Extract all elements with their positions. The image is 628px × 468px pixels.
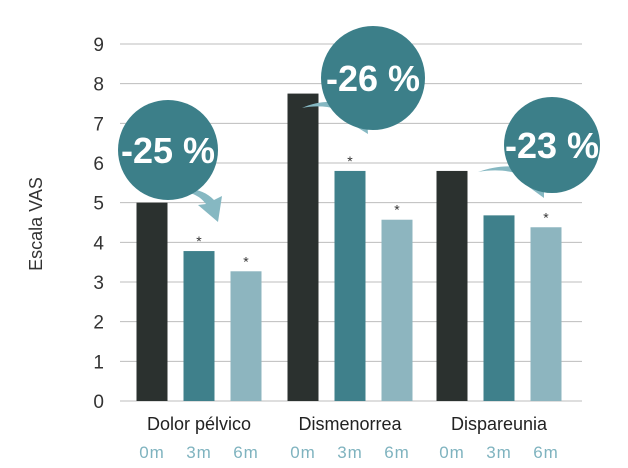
timepoint-label: 3m [337, 443, 363, 462]
timepoint-label: 3m [486, 443, 512, 462]
bar-3m [183, 251, 215, 401]
y-tick-label: 6 [93, 154, 104, 175]
bar-3m [483, 215, 515, 401]
bars [136, 93, 562, 401]
bar-3m [334, 170, 366, 401]
y-tick-label: 8 [93, 75, 104, 96]
y-tick-label: 5 [93, 194, 104, 215]
trend-arrow-icon [172, 189, 222, 222]
significance-star: * [243, 253, 249, 269]
timepoint-label: 6m [384, 443, 410, 462]
significance-marks: * * * * * [196, 153, 549, 269]
timepoint-label: 6m [533, 443, 559, 462]
y-tick-label: 4 [93, 233, 104, 254]
x-axis-labels: Dolor pélvico 0m 3m 6m Dismenorrea 0m 3m 6m Disp… [139, 414, 559, 462]
bar-6m [530, 227, 562, 401]
significance-star: * [196, 233, 202, 249]
annotation-bubble [321, 26, 425, 130]
significance-star: * [543, 209, 549, 225]
bar-6m [230, 271, 262, 401]
y-tick-label: 1 [93, 352, 104, 373]
percent-change-label: -25 % [121, 130, 215, 171]
y-axis-label: Escala VAS [26, 177, 46, 271]
timepoint-label: 3m [186, 443, 212, 462]
bar-0m [136, 202, 168, 401]
y-tick-label: 3 [93, 273, 104, 294]
y-tick-label: 2 [93, 313, 104, 334]
timepoint-label: 0m [439, 443, 465, 462]
bar-6m [381, 219, 413, 401]
timepoint-label: 6m [233, 443, 259, 462]
significance-star: * [347, 153, 353, 169]
y-tick-label: 9 [93, 35, 104, 56]
timepoint-label: 0m [290, 443, 316, 462]
category-label: Dismenorrea [298, 414, 402, 434]
y-tick-label: 0 [93, 392, 104, 413]
annotation-bubble [118, 100, 218, 200]
category-label: Dolor pélvico [147, 414, 251, 434]
percent-change-label: -26 % [326, 58, 420, 99]
significance-star: * [394, 202, 400, 218]
timepoint-label: 0m [139, 443, 165, 462]
category-label: Dispareunia [451, 414, 548, 434]
y-tick-label: 7 [93, 114, 104, 135]
percent-change-label: -23 % [505, 125, 599, 166]
bar-0m [287, 93, 319, 401]
y-axis-ticks: 0 1 2 3 4 5 6 7 8 9 [93, 35, 104, 413]
annotation-bubble [504, 97, 600, 193]
change-annotations: -25 % -26 % -23 % [118, 26, 600, 222]
bar-0m [436, 170, 468, 401]
